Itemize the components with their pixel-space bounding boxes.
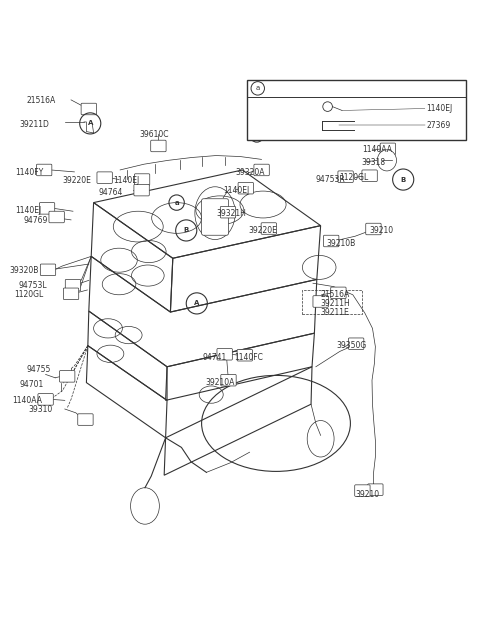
Text: 94755: 94755: [26, 365, 51, 374]
FancyBboxPatch shape: [36, 164, 52, 176]
FancyBboxPatch shape: [202, 199, 228, 235]
Text: 21516A: 21516A: [26, 96, 56, 105]
Text: 39318: 39318: [361, 158, 385, 167]
FancyBboxPatch shape: [78, 414, 93, 425]
FancyBboxPatch shape: [366, 223, 381, 235]
FancyBboxPatch shape: [355, 485, 370, 496]
Text: 1140EJ: 1140EJ: [426, 104, 453, 113]
Text: 39210: 39210: [355, 490, 379, 499]
Text: 39211D: 39211D: [19, 120, 49, 129]
Text: 39610C: 39610C: [139, 130, 168, 139]
FancyBboxPatch shape: [362, 170, 377, 182]
FancyBboxPatch shape: [151, 140, 166, 151]
FancyBboxPatch shape: [134, 174, 150, 185]
Text: 94753R: 94753R: [316, 175, 346, 184]
Text: 1140FY: 1140FY: [15, 168, 44, 177]
Text: 39210: 39210: [370, 226, 394, 235]
Ellipse shape: [377, 150, 396, 171]
Text: 1140AA: 1140AA: [362, 145, 392, 154]
FancyBboxPatch shape: [220, 207, 236, 218]
Text: 1120GL: 1120GL: [14, 290, 44, 299]
Text: 39210B: 39210B: [326, 239, 356, 248]
Text: A: A: [194, 300, 200, 306]
FancyBboxPatch shape: [63, 288, 79, 300]
FancyBboxPatch shape: [81, 103, 96, 115]
FancyBboxPatch shape: [97, 172, 112, 183]
FancyBboxPatch shape: [39, 203, 55, 214]
Text: 39310: 39310: [29, 406, 53, 414]
Text: 94764: 94764: [98, 188, 123, 197]
Text: 39220E: 39220E: [62, 176, 91, 185]
FancyBboxPatch shape: [65, 279, 81, 291]
FancyBboxPatch shape: [221, 374, 236, 386]
FancyBboxPatch shape: [324, 235, 339, 247]
FancyBboxPatch shape: [380, 143, 396, 155]
FancyBboxPatch shape: [38, 394, 53, 405]
FancyBboxPatch shape: [247, 80, 466, 140]
Text: 39211H: 39211H: [321, 299, 350, 308]
Text: 39321H: 39321H: [216, 208, 246, 218]
Text: 39320A: 39320A: [235, 168, 264, 177]
FancyBboxPatch shape: [134, 185, 149, 196]
Text: 1140EJ: 1140EJ: [15, 206, 42, 215]
Text: 94769: 94769: [23, 216, 48, 225]
FancyBboxPatch shape: [313, 295, 328, 307]
Text: 39210A: 39210A: [205, 378, 235, 387]
FancyBboxPatch shape: [237, 349, 252, 361]
FancyBboxPatch shape: [40, 264, 56, 275]
Text: 1140FC: 1140FC: [234, 352, 263, 362]
Text: 21516A: 21516A: [321, 290, 350, 299]
Text: 94701: 94701: [19, 379, 44, 389]
Text: 39220E: 39220E: [249, 226, 277, 235]
Text: a: a: [256, 85, 260, 91]
Text: A: A: [87, 120, 93, 126]
Text: 39320B: 39320B: [10, 266, 39, 275]
FancyBboxPatch shape: [60, 371, 75, 382]
FancyBboxPatch shape: [49, 211, 64, 223]
Text: 39350G: 39350G: [336, 341, 366, 350]
FancyBboxPatch shape: [238, 182, 253, 194]
Text: 1140AA: 1140AA: [12, 396, 42, 405]
FancyBboxPatch shape: [217, 349, 232, 360]
FancyBboxPatch shape: [368, 484, 383, 495]
Text: a: a: [254, 133, 259, 138]
FancyBboxPatch shape: [254, 164, 269, 176]
FancyBboxPatch shape: [261, 223, 276, 234]
Text: 94753L: 94753L: [18, 281, 47, 290]
Text: 1140EJ: 1140EJ: [223, 186, 250, 195]
Text: 1140EJ: 1140EJ: [113, 176, 139, 185]
FancyBboxPatch shape: [338, 171, 353, 182]
Text: 27369: 27369: [426, 121, 451, 130]
Text: 94741: 94741: [203, 352, 227, 362]
Text: B: B: [184, 227, 189, 233]
FancyBboxPatch shape: [331, 287, 346, 299]
Text: 39211E: 39211E: [321, 307, 349, 317]
Text: 1120GL: 1120GL: [339, 173, 368, 182]
Text: a: a: [174, 200, 179, 205]
Text: B: B: [401, 177, 406, 183]
FancyBboxPatch shape: [348, 338, 364, 349]
